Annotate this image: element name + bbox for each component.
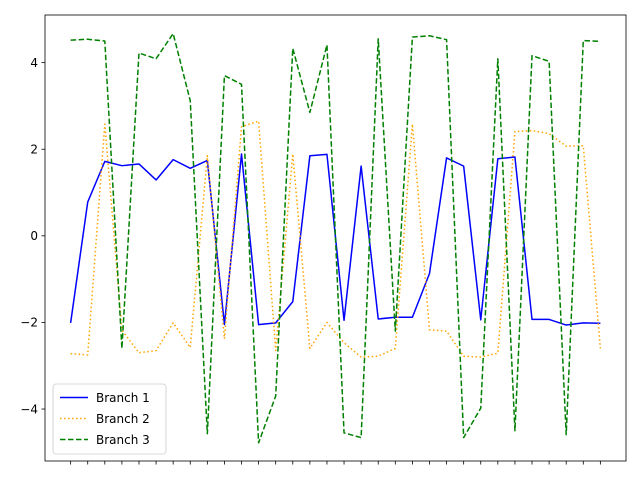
- legend-label-3: Branch 3: [96, 433, 150, 447]
- y-tick-label: 4: [30, 56, 38, 70]
- y-tick-label: 2: [30, 143, 38, 157]
- y-tick-label: −2: [20, 316, 38, 330]
- legend-label-2: Branch 2: [96, 412, 150, 426]
- legend-label-1: Branch 1: [96, 391, 150, 405]
- x-axis-ticks: [70, 461, 601, 465]
- series-lines: [69, 32, 602, 444]
- plot-frame: [44, 14, 627, 462]
- y-tick-label: −4: [20, 402, 38, 416]
- series-line-3: [70, 32, 601, 444]
- y-axis-ticks: −4 −2 0 2 4: [20, 56, 45, 416]
- y-tick-label: 0: [30, 229, 38, 243]
- legend-box: [52, 383, 167, 455]
- legend: Branch 1 Branch 2 Branch 3: [52, 383, 167, 455]
- series-line-2: [70, 120, 602, 358]
